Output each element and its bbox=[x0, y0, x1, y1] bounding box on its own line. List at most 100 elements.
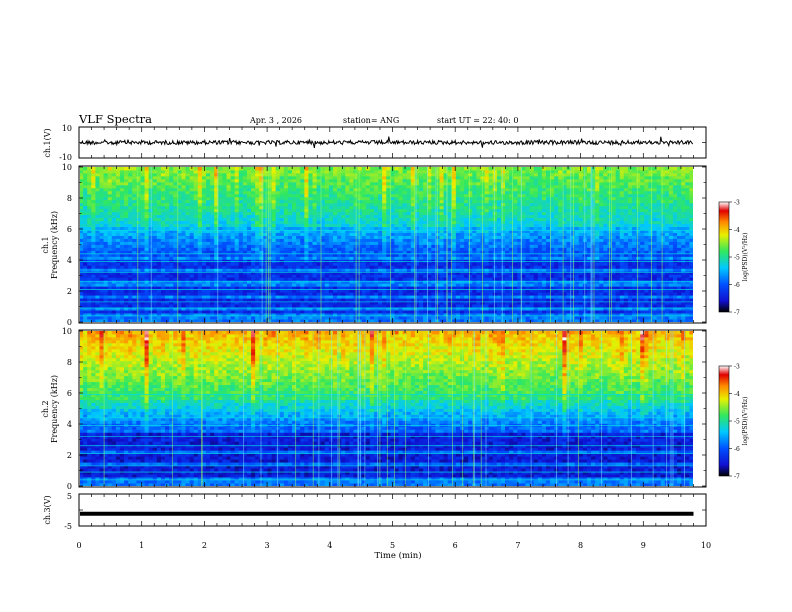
ch1-ytick-top: 10 bbox=[62, 124, 72, 133]
spectrogram-cell bbox=[308, 301, 313, 305]
spectrogram-cell bbox=[476, 229, 481, 233]
spectrogram-cell bbox=[492, 256, 498, 260]
spectrogram-cell bbox=[627, 235, 633, 239]
spectrogram-cell bbox=[648, 232, 653, 236]
spectrogram-cell bbox=[500, 226, 506, 230]
spectrogram-cell bbox=[636, 313, 641, 317]
spectrogram-cell bbox=[574, 310, 580, 314]
spectrogram-cell bbox=[410, 310, 416, 314]
spectrogram-cell bbox=[550, 304, 555, 308]
spectrogram-cell bbox=[238, 277, 244, 281]
spectrogram-cell bbox=[431, 277, 436, 281]
spectrogram-cell bbox=[619, 229, 625, 233]
spectrogram-cell bbox=[83, 253, 88, 257]
spectrogram-cell bbox=[443, 316, 449, 320]
spectrogram-cell bbox=[99, 256, 104, 260]
spectrogram-cell bbox=[672, 247, 678, 251]
spectrogram-cell bbox=[357, 271, 363, 275]
spectrogram-cell bbox=[197, 259, 203, 263]
spectrogram-cell bbox=[521, 244, 526, 248]
spectrogram-cell bbox=[455, 250, 461, 254]
spectrogram-cell bbox=[455, 301, 461, 305]
spectrogram-cell bbox=[378, 289, 383, 293]
spectrogram-cell bbox=[189, 301, 195, 305]
spectrogram-cell bbox=[525, 226, 531, 230]
spectrogram-cell bbox=[517, 310, 522, 314]
spectrogram-cell bbox=[107, 295, 113, 299]
spectrogram-cell bbox=[472, 283, 477, 287]
spectrogram-cell bbox=[644, 295, 649, 299]
spectrogram-cell bbox=[365, 271, 371, 275]
spectrogram-cell bbox=[419, 268, 424, 272]
spectrogram-cell bbox=[103, 286, 109, 290]
spectrogram-cell bbox=[443, 235, 449, 239]
spectrogram-cell bbox=[341, 247, 346, 251]
spectrogram-cell bbox=[283, 274, 289, 278]
spectrogram-cell bbox=[169, 250, 174, 254]
spectrogram-cell bbox=[509, 250, 514, 254]
spectrogram-cell bbox=[341, 226, 346, 230]
spectrogram-cell bbox=[566, 259, 571, 263]
spectrogram-cell bbox=[591, 244, 596, 248]
spectrogram-cell bbox=[455, 286, 461, 290]
spectrogram-cell bbox=[636, 229, 641, 233]
spectrogram-cell bbox=[681, 283, 686, 287]
spectrogram-cell bbox=[509, 232, 514, 236]
spectrogram-cell bbox=[664, 277, 670, 281]
spectrogram-cell bbox=[283, 241, 289, 245]
spectrogram-cell bbox=[586, 319, 592, 322]
spectrogram-cell bbox=[668, 301, 674, 305]
spectrogram-cell bbox=[513, 250, 518, 254]
spectrogram-cell bbox=[144, 283, 150, 287]
spectrogram-cell bbox=[292, 289, 297, 293]
spectrogram-cell bbox=[611, 259, 617, 263]
spectrogram-cell bbox=[627, 229, 633, 233]
spectrogram-cell bbox=[234, 253, 240, 257]
spectrogram-cell bbox=[369, 304, 375, 308]
spectrogram-cell bbox=[447, 229, 453, 233]
spectrogram-cell bbox=[152, 283, 158, 287]
spectrogram-cell bbox=[332, 229, 338, 233]
spectrogram-cell bbox=[316, 244, 322, 248]
spectrogram-cell bbox=[390, 292, 395, 296]
spectrogram-cell bbox=[177, 313, 182, 317]
spectrogram-cell bbox=[210, 259, 215, 263]
spectrogram-cell bbox=[332, 259, 338, 263]
spectrogram-cell bbox=[226, 286, 231, 290]
spectrogram-cell bbox=[390, 241, 395, 245]
spectrogram-cell bbox=[681, 295, 686, 299]
spectrogram-cell bbox=[246, 307, 252, 311]
spectrogram-cell bbox=[615, 304, 621, 308]
spectrogram-cell bbox=[316, 277, 322, 281]
spectrogram-cell bbox=[373, 313, 379, 317]
spectrogram-cell bbox=[214, 271, 219, 275]
spectrogram-cell bbox=[632, 292, 637, 296]
spectrogram-cell bbox=[443, 277, 449, 281]
spectrogram-cell bbox=[443, 301, 449, 305]
spectrogram-cell bbox=[205, 271, 211, 275]
spectrogram-cell bbox=[406, 310, 412, 314]
spectrogram-cell bbox=[591, 295, 596, 299]
spectrogram-cell bbox=[222, 229, 227, 233]
spectrogram-cell bbox=[324, 235, 330, 239]
spectrogram-cell bbox=[312, 223, 317, 228]
spectrogram-cell bbox=[365, 244, 371, 248]
spectrogram-cell bbox=[664, 310, 670, 314]
spectrogram-cell bbox=[193, 271, 199, 275]
spectrogram-cell bbox=[119, 262, 125, 266]
spectrogram-cell bbox=[660, 319, 666, 322]
spectrogram-cell bbox=[361, 259, 367, 263]
spectrogram-cell bbox=[169, 226, 174, 230]
spectrogram-cell bbox=[234, 241, 240, 245]
spectrogram-cell bbox=[521, 316, 526, 320]
spectrogram-cell bbox=[611, 307, 617, 311]
spectrogram-cell bbox=[394, 274, 399, 278]
spectrogram-cell bbox=[144, 268, 150, 272]
spectrogram-cell bbox=[644, 229, 649, 233]
spectrogram-cell bbox=[210, 289, 215, 293]
spectrogram-cell bbox=[136, 247, 141, 251]
spectrogram-cell bbox=[124, 298, 129, 302]
spectrogram-cell bbox=[107, 307, 113, 311]
spectrogram-cell bbox=[238, 235, 244, 239]
